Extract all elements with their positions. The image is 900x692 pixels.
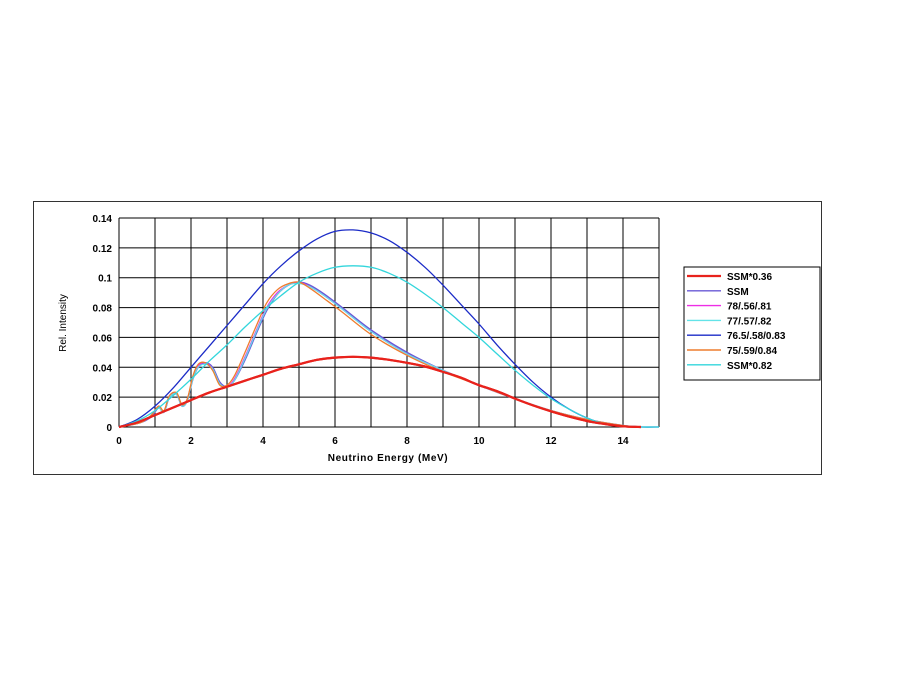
x-tick-label: 10 (473, 436, 485, 447)
tick-labels: 0 0.02 0.04 0.06 0.08 0.1 0.12 0.14 0 2 4 6 8 10 12 14 (93, 214, 629, 447)
legend: SSM*0.36 SSM 78/.56/.81 77/.57/.82 76.5/.58/… (683, 266, 821, 381)
legend-label: 78/.56/.81 (727, 302, 772, 313)
legend-label: SSM (727, 287, 749, 298)
series-layer (118, 229, 660, 429)
y-axis-label: Rel. Intensity (58, 294, 69, 352)
legend-label: 76.5/.58/0.83 (727, 331, 786, 342)
y-tick-label: 0.1 (98, 274, 112, 285)
y-tick-label: 0.02 (93, 393, 113, 404)
y-tick-label: 0.12 (93, 244, 113, 255)
grid-layer (118, 217, 660, 428)
x-tick-label: 0 (116, 436, 122, 447)
legend-label: SSM*0.82 (727, 361, 772, 372)
chart-svg: 00.020.040.060.080.10.120.140 2 4 6 8 10 12 14 … (58, 214, 821, 464)
legend-label: 75/.59/0.84 (727, 346, 777, 357)
series-line (118, 265, 660, 428)
x-tick-label: 12 (545, 436, 557, 447)
x-tick-label: 8 (404, 436, 410, 447)
y-tick-label: 0.14 (93, 214, 113, 225)
series-line-overlay (118, 355, 642, 429)
y-tick-label: 0.06 (93, 333, 113, 344)
y-tick-label: 0 (106, 423, 112, 434)
y-tick-label: 0.04 (93, 363, 113, 374)
legend-label: 77/.57/.82 (727, 316, 772, 327)
x-tick-label: 4 (260, 436, 266, 447)
x-tick-label: 6 (332, 436, 338, 447)
chart-frame: 0 0.02 0.04 0.06 0.08 0.1 0.12 0.14 0 2 4 6 8 10 12 14 … (33, 201, 822, 475)
legend-box (683, 266, 821, 381)
x-axis-label: Neutrino Energy (MeV) (328, 453, 448, 464)
y-tick-label: 0.08 (93, 304, 113, 315)
legend-label: SSM*0.36 (727, 272, 772, 283)
x-tick-label: 2 (188, 436, 194, 447)
x-tick-label: 14 (617, 436, 629, 447)
